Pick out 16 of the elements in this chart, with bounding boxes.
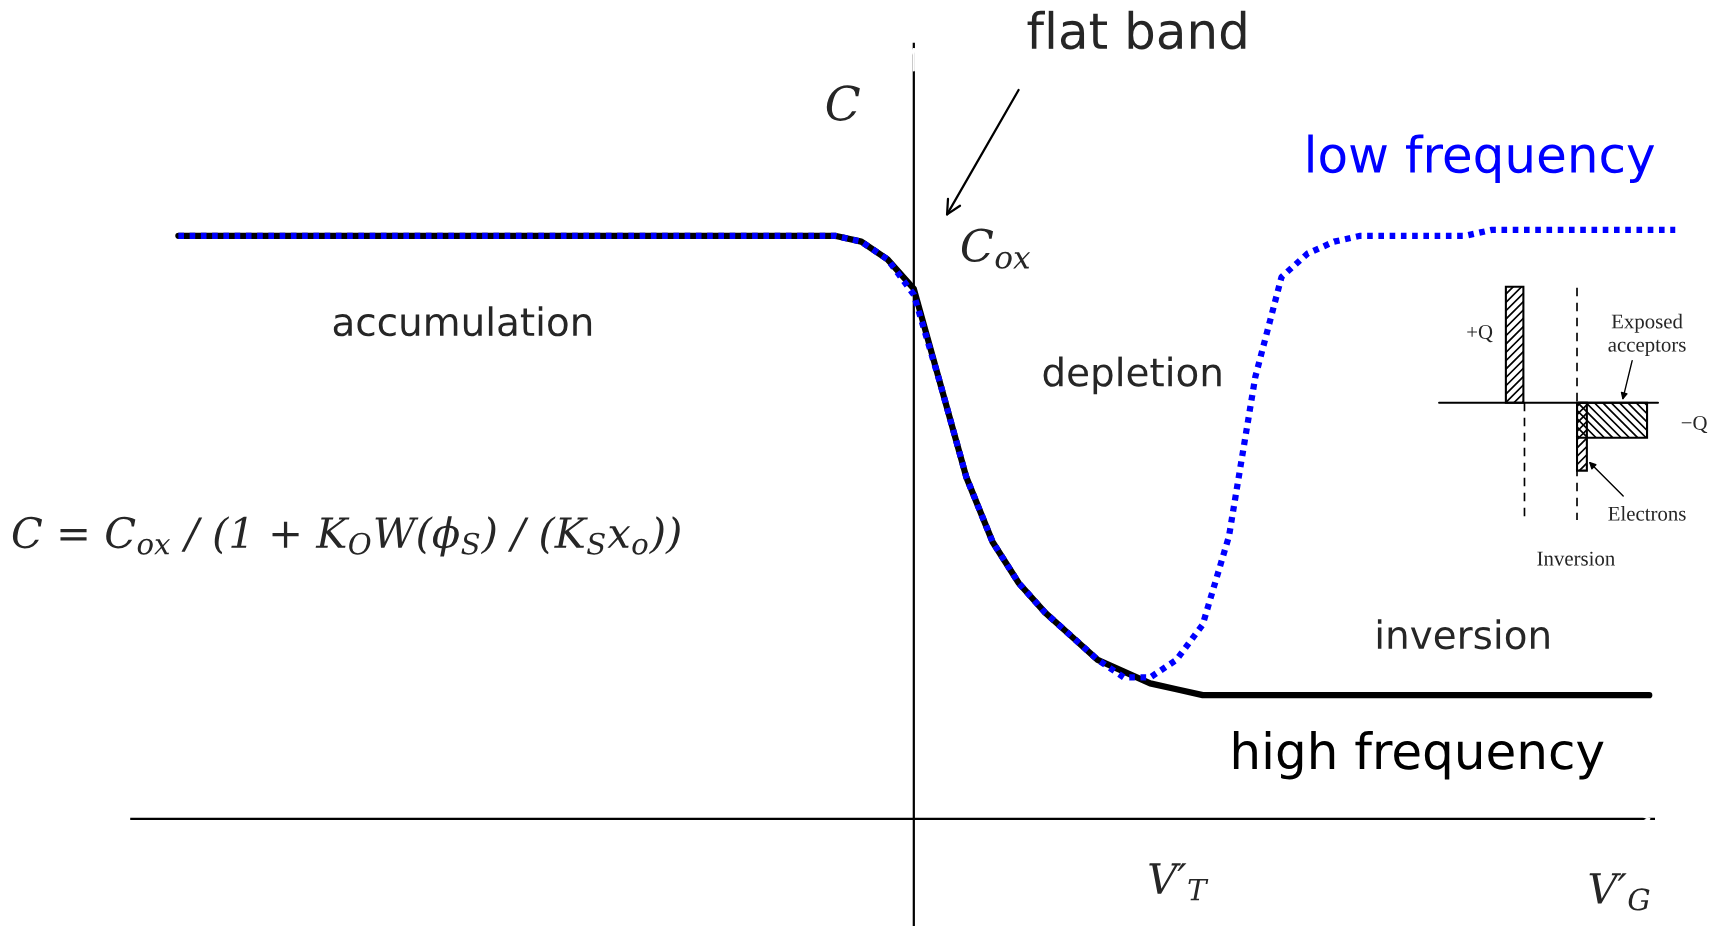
annotation: depletion [1043, 356, 1221, 395]
annotation: Exposed acceptors [1608, 313, 1686, 356]
annotation: Inversion [1537, 551, 1615, 566]
y-axis-title: C [826, 85, 860, 121]
text: C = C$_{ox}$ / (1 + K$_{O}$W(ϕ$_{S}$) / (K$_{S}$x$_{o}$)) [12, 516, 680, 557]
annotation: +Q [1467, 325, 1493, 343]
text: V′$_{T}$ [1149, 863, 1209, 901]
x-axis-title: V′$_{G}$ [1589, 873, 1650, 911]
annotation: −Q [1681, 415, 1708, 434]
annotation: inversion [1377, 619, 1549, 650]
series-label: low frequency [1308, 134, 1655, 183]
annotation: Electrons [1608, 506, 1686, 521]
annotation: C$_{ox}$ [961, 228, 1031, 269]
annotation: accumulation [333, 306, 592, 337]
text: flat band [1027, 10, 1246, 50]
series-label: high frequency [1233, 731, 1604, 780]
